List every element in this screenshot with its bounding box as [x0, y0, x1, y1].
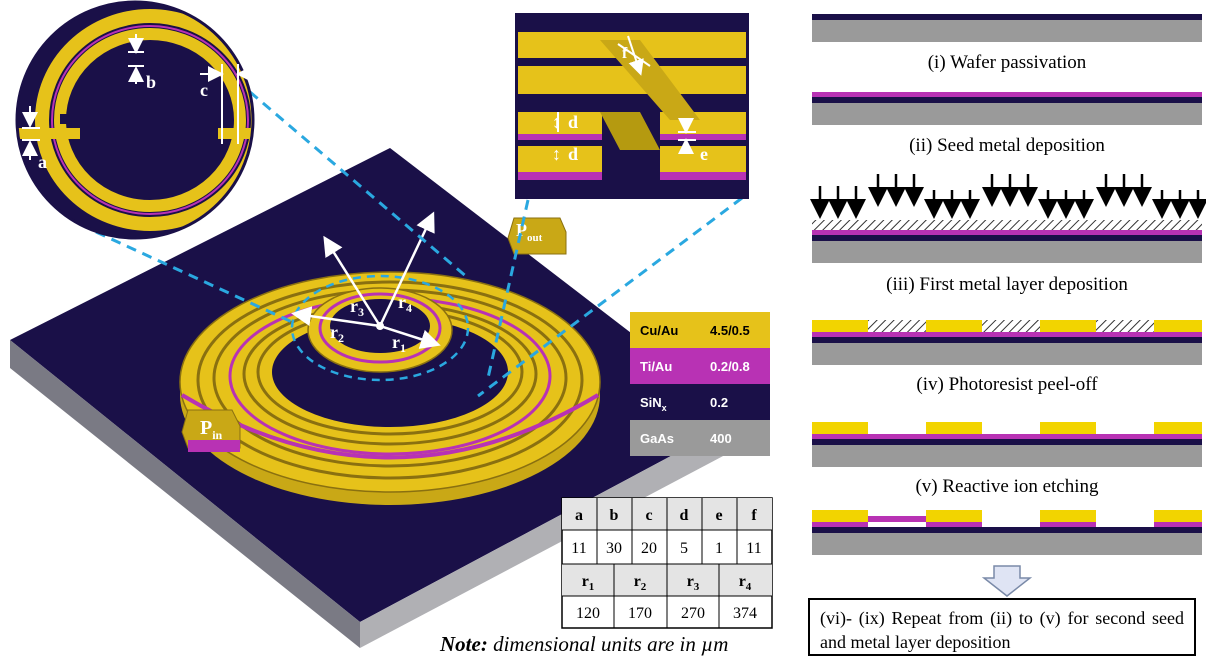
- dim-c-label: c: [200, 80, 208, 100]
- step-3-caption: (iii) First metal layer deposition: [886, 274, 1128, 295]
- svg-text:400: 400: [710, 431, 732, 446]
- step-5-caption: (v) Reactive ion etching: [915, 476, 1099, 497]
- repeat-step-box: (vi)- (ix) Repeat from (ii) to (v) for s…: [808, 598, 1196, 656]
- step-5-diagram: [812, 422, 1202, 467]
- dim-f-label: f: [622, 45, 628, 62]
- port-out: Pout: [507, 217, 567, 255]
- note-label: Note:: [440, 632, 488, 656]
- svg-text:5: 5: [680, 540, 688, 557]
- step-1-diagram: [812, 14, 1202, 42]
- svg-text:11: 11: [571, 540, 586, 557]
- units-note: Note: dimensional units are in µm: [440, 632, 728, 657]
- radius-labels: r3 r4 r2 r1: [330, 292, 412, 355]
- svg-text:170: 170: [628, 605, 652, 622]
- step-3-diagram: [810, 174, 1206, 263]
- svg-text:20: 20: [641, 540, 657, 557]
- zoom-guides: [95, 90, 743, 398]
- svg-text:e: e: [715, 507, 722, 524]
- svg-text:Cu/Au: Cu/Au: [640, 323, 678, 338]
- dim-d-label-upper: ↕: [552, 112, 561, 132]
- step-4-diagram: [812, 320, 1202, 365]
- svg-text:f: f: [751, 507, 757, 524]
- fabrication-steps: (i) Wafer passivation (ii) Seed metal de…: [810, 14, 1206, 597]
- svg-text:374: 374: [733, 605, 757, 622]
- svg-text:1: 1: [715, 540, 723, 557]
- down-arrow-icon: [981, 565, 1033, 597]
- svg-text:d: d: [680, 507, 689, 524]
- spiral-coil: [179, 211, 601, 505]
- port-in: Pin: [181, 409, 241, 452]
- svg-text:d: d: [568, 112, 578, 132]
- step-2-caption: (ii) Seed metal deposition: [909, 135, 1105, 156]
- svg-text:b: b: [610, 507, 619, 524]
- svg-text:270: 270: [681, 605, 705, 622]
- svg-text:11: 11: [746, 540, 761, 557]
- svg-text:0.2/0.8: 0.2/0.8: [710, 359, 750, 374]
- dim-d-label-lower: ↕: [552, 144, 561, 164]
- svg-text:Ti/Au: Ti/Au: [640, 359, 672, 374]
- step-6-diagram: [812, 510, 1202, 555]
- svg-text:30: 30: [606, 540, 622, 557]
- crossover-inset: f ↕ d ↕ d e: [515, 13, 749, 199]
- dim-a-label: a: [38, 152, 47, 172]
- svg-text:120: 120: [576, 605, 600, 622]
- svg-text:SiNx: SiNx: [640, 395, 667, 413]
- svg-text:a: a: [575, 507, 583, 524]
- svg-text:c: c: [645, 507, 652, 524]
- substrate-left-side: [10, 340, 360, 648]
- svg-text:4.5/0.5: 4.5/0.5: [710, 323, 750, 338]
- svg-text:d: d: [568, 144, 578, 164]
- note-text: dimensional units are in µm: [487, 632, 729, 656]
- dim-e-label: e: [700, 144, 708, 164]
- step-4-caption: (iv) Photoresist peel-off: [916, 374, 1098, 395]
- dimensions-table: a b c d e f 11 30 20 5 1 11 r1 r2 r3 r4 …: [561, 497, 773, 629]
- step-1-caption: (i) Wafer passivation: [928, 52, 1087, 73]
- svg-text:0.2: 0.2: [710, 395, 728, 410]
- ring-inset: b a c: [15, 0, 258, 240]
- substrate-right-side: [360, 418, 742, 648]
- material-legend: Cu/Au 4.5/0.5 Ti/Au 0.2/0.8 SiNx 0.2 GaA…: [630, 312, 770, 456]
- repeat-step-text: (vi)- (ix) Repeat from (ii) to (v) for s…: [820, 608, 1184, 652]
- svg-text:GaAs: GaAs: [640, 431, 674, 446]
- dim-b-label: b: [146, 72, 156, 92]
- step-2-diagram: [812, 92, 1202, 125]
